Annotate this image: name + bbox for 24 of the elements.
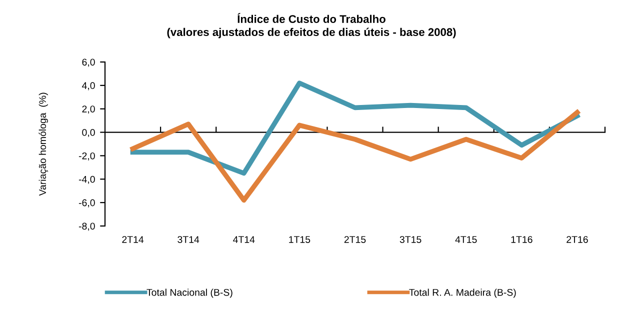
x-tick-label: 3T15 bbox=[400, 236, 422, 243]
x-tick-label: 2T16 bbox=[566, 236, 588, 243]
line-series bbox=[130, 80, 580, 176]
y-tick-label: -2,0 bbox=[78, 152, 95, 160]
chart-subtitle: (valores ajustados de efeitos de dias úteis - base 2008) bbox=[167, 28, 456, 38]
y-tick-label: 2,0 bbox=[82, 106, 95, 114]
y-tick-label: 0,0 bbox=[82, 129, 95, 138]
x-tick-label: 1T16 bbox=[511, 236, 532, 243]
x-tick-label: 2T15 bbox=[344, 236, 366, 243]
y-tick-label: 4,0 bbox=[82, 82, 95, 90]
x-tick-label: 4T14 bbox=[233, 236, 255, 243]
chart-title: Índice de Custo do Trabalho bbox=[238, 13, 386, 23]
y-axis-title: Variação homóloga (%) bbox=[38, 92, 48, 196]
legend-label: Total Nacional (B-S) bbox=[146, 288, 232, 298]
x-tick-label: 4T15 bbox=[455, 236, 477, 243]
x-tick-label: 3T14 bbox=[178, 236, 200, 243]
legend-label: Total R. A. Madeira (B-S) bbox=[409, 288, 516, 298]
y-tick-label: -6,0 bbox=[78, 199, 95, 208]
y-tick-label: -4,0 bbox=[78, 176, 95, 184]
x-tick-label: 1T15 bbox=[289, 236, 310, 243]
y-tick-label: -8,0 bbox=[78, 222, 95, 231]
y-tick-label: 6,0 bbox=[82, 58, 95, 67]
line-series bbox=[130, 110, 580, 203]
x-tick-label: 2T14 bbox=[122, 236, 144, 243]
